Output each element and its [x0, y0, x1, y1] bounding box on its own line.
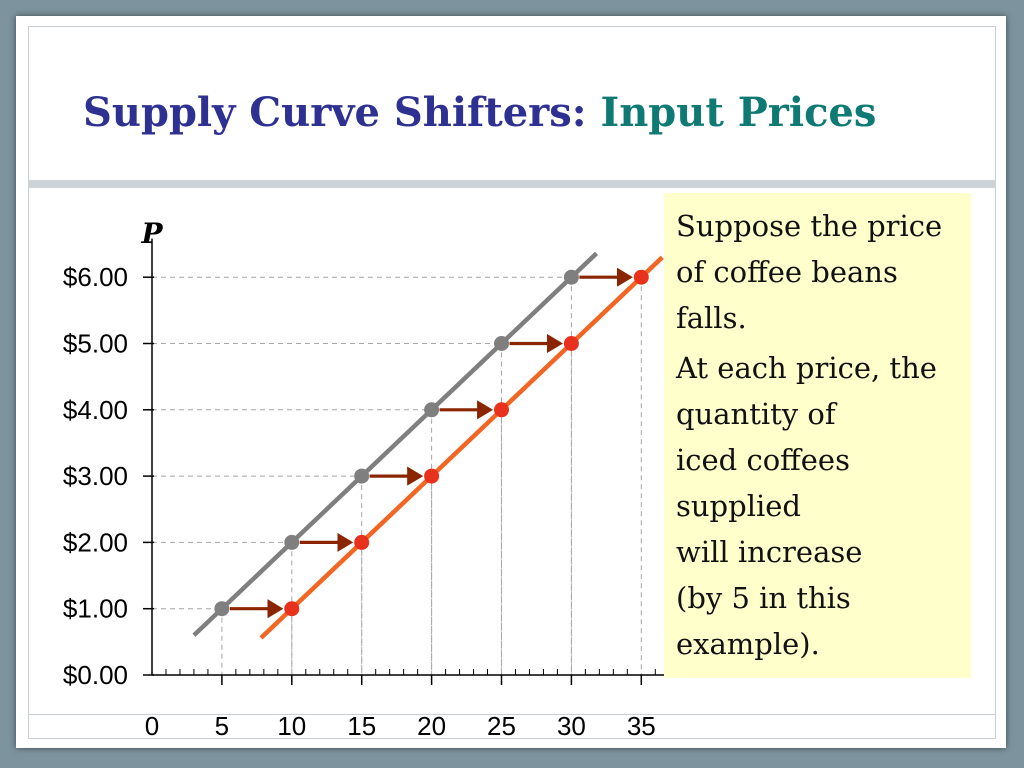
- y-tick-label: $2.00: [63, 527, 128, 557]
- y-tick-label: $0.00: [63, 660, 128, 690]
- original-supply-point: [214, 601, 230, 617]
- shifted-supply-point: [494, 402, 509, 418]
- note-line: falls.: [676, 301, 747, 335]
- content-box: [28, 188, 996, 739]
- original-supply-line: [192, 251, 599, 637]
- note-line: example).: [676, 627, 820, 661]
- explanation-note: Suppose the price of coffee beans falls.…: [664, 193, 971, 678]
- note-line: (by 5 in this: [676, 581, 851, 615]
- note-line: supplied: [676, 489, 801, 523]
- note-paragraph-2: At each price, the quantity of iced coff…: [676, 345, 971, 667]
- note-line: At each price, the: [676, 351, 937, 385]
- y-tick-label: $5.00: [63, 329, 128, 359]
- original-supply-point: [424, 402, 440, 418]
- title-box: Supply Curve Shifters: Input Prices: [28, 26, 996, 191]
- y-axis-label: P: [140, 217, 163, 250]
- note-paragraph-1: Suppose the price of coffee beans falls.: [676, 203, 971, 341]
- title-divider: [28, 180, 996, 188]
- x-tick-label: 30: [557, 711, 586, 741]
- note-line: will increase: [676, 535, 863, 569]
- original-supply-point: [494, 336, 509, 351]
- y-tick-label: $4.00: [63, 395, 128, 425]
- y-tick-label: $3.00: [63, 461, 128, 491]
- shifted-supply-point: [633, 269, 649, 285]
- title-main: Supply Curve Shifters:: [83, 89, 587, 136]
- x-tick-label: 5: [215, 711, 229, 741]
- shifted-supply-point: [354, 534, 370, 550]
- footer-divider: [28, 714, 996, 715]
- slide-title: Supply Curve Shifters: Input Prices: [83, 89, 876, 136]
- shifted-supply-point: [284, 601, 300, 617]
- x-tick-label: 10: [277, 711, 306, 741]
- note-line: quantity of: [676, 397, 836, 431]
- y-tick-label: $6.00: [63, 262, 128, 292]
- note-line: Suppose the price: [676, 209, 943, 243]
- title-accent: Input Prices: [600, 89, 877, 136]
- x-tick-label: 25: [487, 711, 516, 741]
- x-tick-label: 0: [145, 711, 159, 741]
- original-supply-point: [284, 534, 300, 550]
- original-supply-point: [563, 269, 579, 285]
- y-tick-label: $1.00: [63, 594, 128, 624]
- original-supply-point: [354, 468, 370, 484]
- shifted-supply-line: [259, 255, 664, 640]
- note-line: of coffee beans: [676, 255, 898, 289]
- x-tick-label: 15: [347, 711, 376, 741]
- x-tick-label: 35: [627, 711, 656, 741]
- note-line: iced coffees: [676, 443, 850, 477]
- shifted-supply-point: [563, 336, 579, 351]
- shifted-supply-point: [424, 468, 440, 484]
- x-tick-label: 20: [417, 711, 446, 741]
